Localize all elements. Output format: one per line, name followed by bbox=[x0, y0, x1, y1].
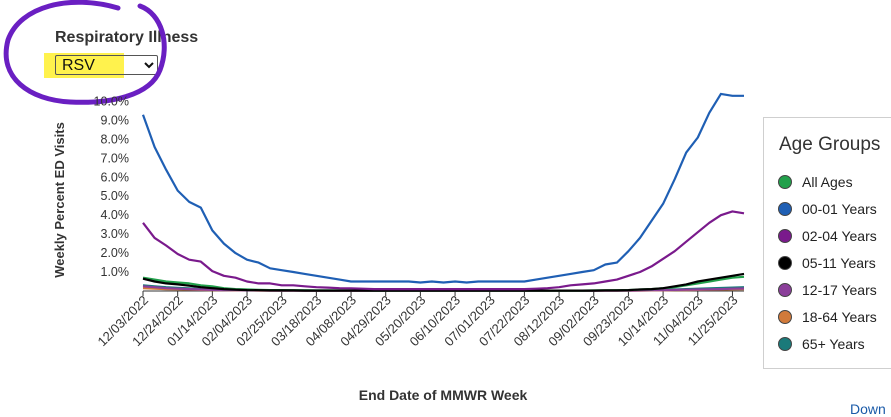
download-link[interactable]: Down bbox=[850, 401, 886, 417]
series-lines bbox=[141, 92, 745, 292]
y-tick-label: 5.0% bbox=[101, 189, 130, 203]
legend-swatch bbox=[778, 337, 792, 351]
legend-item[interactable]: 18-64 Years bbox=[778, 308, 877, 326]
respiratory-illness-select[interactable]: RSV bbox=[55, 55, 158, 75]
y-tick-label: 4.0% bbox=[101, 208, 130, 222]
y-tick-label: 7.0% bbox=[101, 151, 130, 165]
legend-label: 00-01 Years bbox=[802, 201, 877, 217]
legend-item[interactable]: 00-01 Years bbox=[778, 200, 877, 218]
y-axis-title: Weekly Percent ED Visits bbox=[52, 122, 67, 278]
series-line-00-01-years bbox=[141, 92, 744, 284]
legend-label: 02-04 Years bbox=[802, 228, 877, 244]
legend-item[interactable]: 65+ Years bbox=[778, 335, 865, 353]
legend-label: 65+ Years bbox=[802, 336, 865, 352]
series-line-02-04-years bbox=[142, 210, 745, 291]
x-axis-title: End Date of MMWR Week bbox=[359, 387, 528, 403]
legend-item[interactable]: All Ages bbox=[778, 173, 853, 191]
y-axis-ticks: 1.0% 2.0% 3.0% 4.0% 5.0% 6.0% 7.0% 8.0% 9.0% 10.0… bbox=[94, 94, 129, 279]
hand-drawn-circle bbox=[3, 0, 167, 105]
y-tick-label: 2.0% bbox=[101, 246, 130, 260]
legend-item[interactable]: 12-17 Years bbox=[778, 281, 877, 299]
legend-label: 18-64 Years bbox=[802, 309, 877, 325]
legend-swatch bbox=[778, 256, 792, 270]
legend-swatch bbox=[778, 310, 792, 324]
legend-label: 12-17 Years bbox=[802, 282, 877, 298]
series-line-05-11-years bbox=[142, 272, 745, 292]
legend-swatch bbox=[778, 283, 792, 297]
legend-item[interactable]: 05-11 Years bbox=[778, 254, 876, 272]
legend-label: All Ages bbox=[802, 174, 853, 190]
legend-label: 05-11 Years bbox=[802, 255, 876, 271]
y-tick-label: 8.0% bbox=[101, 132, 130, 146]
legend-title: Age Groups bbox=[779, 134, 881, 155]
y-tick-label: 9.0% bbox=[101, 113, 130, 127]
legend-swatch bbox=[778, 175, 792, 189]
x-axis-ticks: 12/03/202212/24/202201/14/202302/04/2023… bbox=[94, 291, 741, 349]
legend-swatch bbox=[778, 229, 792, 243]
legend-item[interactable]: 02-04 Years bbox=[778, 227, 877, 245]
legend-swatch bbox=[778, 202, 792, 216]
y-tick-label: 3.0% bbox=[101, 227, 130, 241]
y-tick-label: 10.0% bbox=[94, 94, 129, 108]
legend: Age Groups All Ages 00-01 Years 02-04 Year… bbox=[763, 117, 891, 369]
y-tick-label: 1.0% bbox=[101, 265, 130, 279]
y-tick-label: 6.0% bbox=[101, 170, 130, 184]
